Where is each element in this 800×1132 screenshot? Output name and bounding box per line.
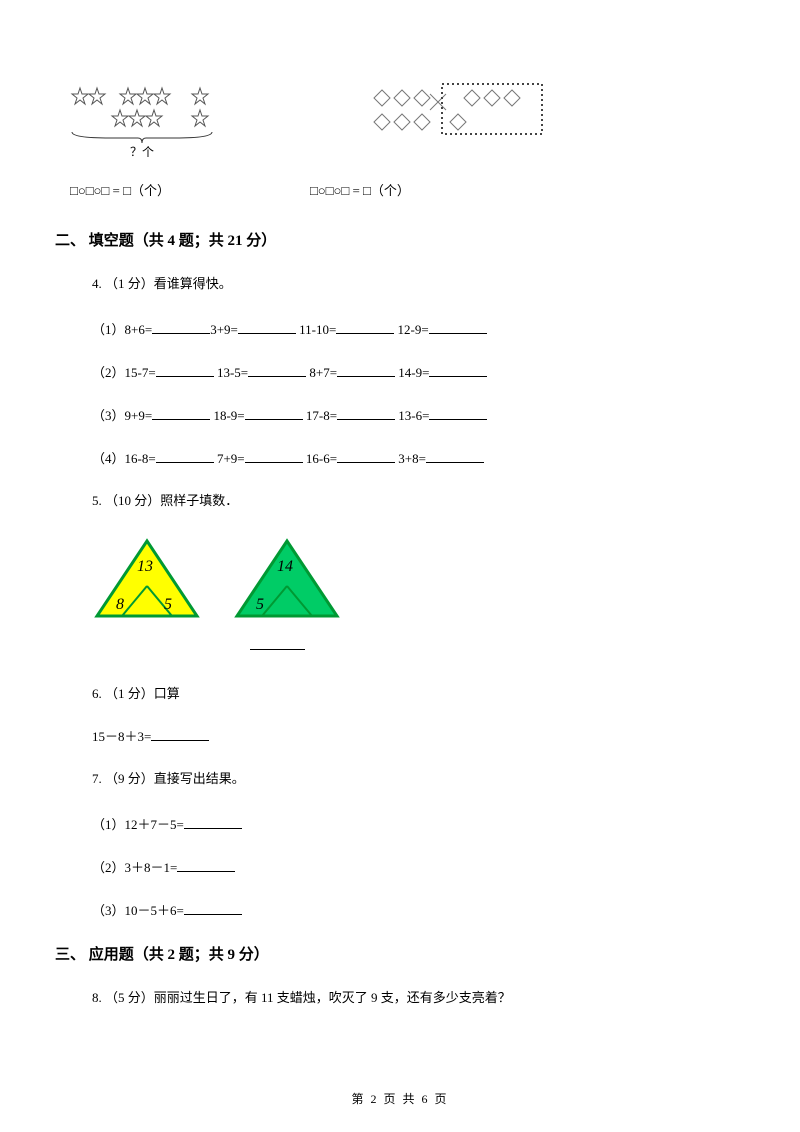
q7-row2: （2）3＋8－1= — [55, 857, 745, 876]
q4-row2: （2）15-7= 13-5= 8+7= 14-9= — [55, 362, 745, 381]
tri-blank[interactable] — [250, 636, 305, 650]
q7-stem: 7. （9 分）直接写出结果。 — [55, 769, 745, 790]
q7-row1: （1）12＋7－5= — [55, 814, 745, 833]
q5-stem: 5. （10 分）照样子填数． — [55, 491, 745, 512]
blank[interactable] — [156, 363, 214, 377]
diamond-diagram — [360, 80, 560, 150]
triangle2: 14 5 — [232, 536, 342, 626]
blank[interactable] — [238, 320, 296, 334]
section3-title: 三、 应用题（共 2 题；共 9 分） — [55, 943, 745, 964]
stars-formula: □○□○□ = □（个） — [70, 180, 170, 199]
section2-title: 二、 填空题（共 4 题；共 21 分） — [55, 229, 745, 250]
q6-stem: 6. （1 分）口算 — [55, 684, 745, 705]
brace-label: ？个 — [130, 145, 154, 159]
blank[interactable] — [152, 406, 210, 420]
blank[interactable] — [429, 320, 487, 334]
blank[interactable] — [152, 320, 210, 334]
tri1-top: 13 — [137, 558, 153, 576]
formula-row: □○□○□ = □（个） □○□○□ = □（个） — [55, 180, 745, 199]
triangle1: 13 8 5 — [92, 536, 202, 626]
blank[interactable] — [426, 449, 484, 463]
blank[interactable] — [184, 901, 242, 915]
q4-stem: 4. （1 分）看谁算得快。 — [55, 274, 745, 295]
blank[interactable] — [429, 363, 487, 377]
blank[interactable] — [177, 858, 235, 872]
blank[interactable] — [156, 449, 214, 463]
triangles-row: 13 8 5 14 5 — [55, 536, 745, 626]
blank[interactable] — [336, 320, 394, 334]
blank[interactable] — [429, 406, 487, 420]
star-diagram: ？个 — [70, 80, 260, 160]
blank[interactable] — [245, 449, 303, 463]
q6-expr: 15－8＋3= — [55, 726, 745, 745]
blank[interactable] — [337, 449, 395, 463]
q7-row3: （3）10－5＋6= — [55, 900, 745, 919]
tri1-right: 5 — [164, 596, 172, 614]
blank[interactable] — [248, 363, 306, 377]
blank[interactable] — [184, 815, 242, 829]
blank[interactable] — [337, 363, 395, 377]
q8: 8. （5 分）丽丽过生日了，有 11 支蜡烛，吹灭了 9 支，还有多少支亮着？ — [55, 988, 745, 1009]
blank[interactable] — [151, 727, 209, 741]
blank[interactable] — [337, 406, 395, 420]
q4-row3: （3）9+9= 18-9= 17-8= 13-6= — [55, 405, 745, 424]
top-diagrams: ？个 — [55, 80, 745, 160]
tri1-left: 8 — [116, 596, 124, 614]
tri2-left: 5 — [256, 596, 264, 614]
tri2-top: 14 — [277, 558, 293, 576]
page-footer: 第 2 页 共 6 页 — [0, 1090, 800, 1107]
q4-row4: （4）16-8= 7+9= 16-6= 3+8= — [55, 448, 745, 467]
blank[interactable] — [245, 406, 303, 420]
diamonds-formula: □○□○□ = □（个） — [310, 180, 410, 199]
q4-row1: （1）8+6=3+9= 11-10= 12-9= — [55, 319, 745, 338]
